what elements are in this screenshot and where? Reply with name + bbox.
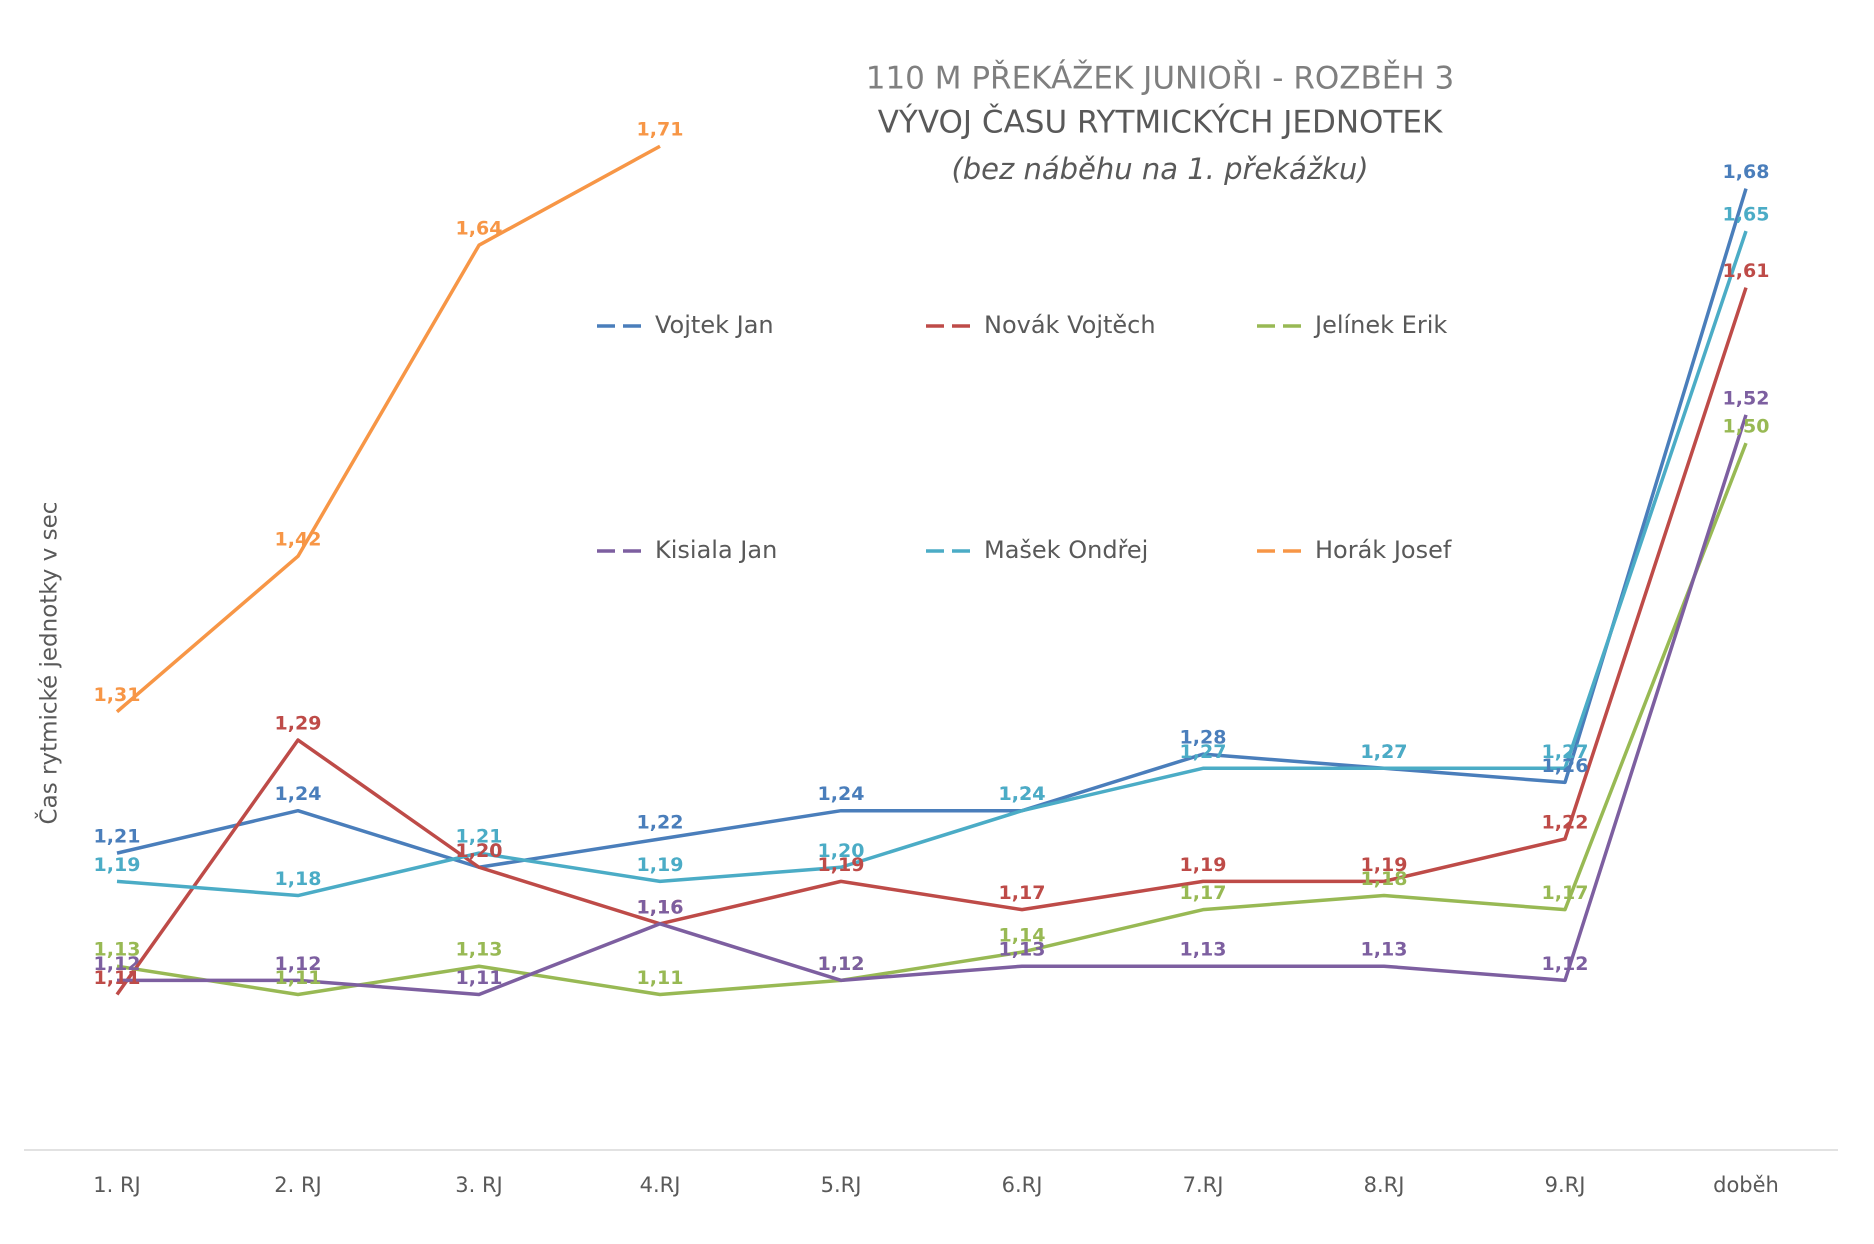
data-label: 1,29 bbox=[275, 713, 322, 735]
legend-label: Mašek Ondřej bbox=[984, 536, 1148, 564]
data-label: 1,19 bbox=[637, 854, 684, 876]
data-label: 1,24 bbox=[818, 783, 865, 805]
x-tick-label: 1. RJ bbox=[93, 1173, 141, 1197]
data-label: 1,16 bbox=[637, 896, 684, 918]
data-label: 1,19 bbox=[94, 854, 141, 876]
data-label: 1,13 bbox=[456, 939, 503, 961]
data-label: 1,19 bbox=[1361, 854, 1408, 876]
data-label: 1,20 bbox=[818, 840, 865, 862]
data-label: 1,27 bbox=[1180, 741, 1227, 763]
data-label: 1,12 bbox=[94, 953, 141, 975]
series-line bbox=[115, 287, 1748, 996]
x-tick-label: 7.RJ bbox=[1183, 1173, 1224, 1197]
data-label: 1,12 bbox=[1542, 953, 1589, 975]
legend-label: Jelínek Erik bbox=[1313, 311, 1447, 339]
data-label: 1,22 bbox=[637, 811, 684, 833]
data-label: 1,13 bbox=[1180, 939, 1227, 961]
data-label: 1,24 bbox=[275, 783, 322, 805]
legend-label: Novák Vojtěch bbox=[984, 311, 1156, 339]
legend-label: Kisiala Jan bbox=[655, 536, 777, 564]
data-label: 1,17 bbox=[999, 882, 1046, 904]
x-tick-label: 5.RJ bbox=[821, 1173, 862, 1197]
data-label: 1,50 bbox=[1723, 416, 1770, 438]
data-label: 1,20 bbox=[456, 840, 503, 862]
chart-title: 110 M PŘEKÁŽEK JUNIOŘI - ROZBĚH 3 bbox=[866, 61, 1455, 97]
legend-label: Horák Josef bbox=[1315, 536, 1452, 564]
data-label: 1,65 bbox=[1723, 204, 1770, 226]
data-label: 1,24 bbox=[999, 783, 1046, 805]
data-label: 1,12 bbox=[818, 953, 865, 975]
data-label: 1,27 bbox=[1542, 741, 1589, 763]
data-label: 1,19 bbox=[1180, 854, 1227, 876]
legend-label: Vojtek Jan bbox=[655, 311, 774, 339]
data-label: 1,17 bbox=[1180, 882, 1227, 904]
data-label: 1,24 bbox=[999, 783, 1046, 805]
data-label: 1,26 bbox=[1542, 755, 1589, 777]
data-label: 1,42 bbox=[275, 529, 322, 551]
x-tick-label: 4.RJ bbox=[640, 1173, 681, 1197]
chart-annotation: (bez náběhu na 1. překážku) bbox=[951, 152, 1368, 186]
data-label: 1,14 bbox=[999, 925, 1046, 947]
data-label: 1,18 bbox=[275, 868, 322, 890]
x-tick-label: 3. RJ bbox=[455, 1173, 503, 1197]
data-label: 1,13 bbox=[999, 939, 1046, 961]
data-label: 1,21 bbox=[94, 826, 141, 848]
data-label: 1,17 bbox=[1542, 882, 1589, 904]
series-line bbox=[117, 414, 1748, 997]
series-line bbox=[116, 188, 1748, 869]
data-label: 1,11 bbox=[275, 967, 322, 989]
series-line bbox=[115, 144, 661, 714]
data-label: 1,28 bbox=[1180, 727, 1227, 749]
data-label: 1,21 bbox=[456, 826, 503, 848]
data-label: 1,12 bbox=[275, 953, 322, 975]
data-label: 1,16 bbox=[637, 896, 684, 918]
data-label: 1,13 bbox=[1361, 939, 1408, 961]
chart-subtitle: VÝVOJ ČASU RYTMICKÝCH JEDNOTEK bbox=[878, 104, 1443, 141]
data-label: 1,22 bbox=[1542, 811, 1589, 833]
data-label: 1,19 bbox=[818, 854, 865, 876]
data-label: 1,18 bbox=[1361, 868, 1408, 890]
x-tick-label: 2. RJ bbox=[274, 1173, 322, 1197]
data-label: 1,68 bbox=[1723, 161, 1770, 183]
series-line bbox=[116, 230, 1748, 898]
data-label: 1,27 bbox=[1361, 741, 1408, 763]
data-label: 1,61 bbox=[1723, 260, 1770, 282]
data-label: 1,11 bbox=[637, 967, 684, 989]
data-label: 1,52 bbox=[1723, 387, 1770, 409]
x-tick-label: 8.RJ bbox=[1364, 1173, 1405, 1197]
data-label: 1,13 bbox=[94, 939, 141, 961]
data-label: 1,11 bbox=[456, 967, 503, 989]
x-tick-label: 6.RJ bbox=[1002, 1173, 1043, 1197]
y-axis-label: Čas rytmické jednotky v sec bbox=[35, 502, 63, 825]
data-label: 1,11 bbox=[94, 967, 141, 989]
data-label: 1,27 bbox=[1361, 741, 1408, 763]
series-line bbox=[116, 442, 1748, 997]
data-label: 1,20 bbox=[456, 840, 503, 862]
data-label: 1,31 bbox=[94, 684, 141, 706]
data-label: 1,12 bbox=[818, 953, 865, 975]
data-label: 1,64 bbox=[456, 218, 503, 240]
x-tick-label: doběh bbox=[1713, 1173, 1779, 1197]
x-tick-label: 9.RJ bbox=[1545, 1173, 1586, 1197]
data-label: 1,71 bbox=[637, 119, 684, 141]
